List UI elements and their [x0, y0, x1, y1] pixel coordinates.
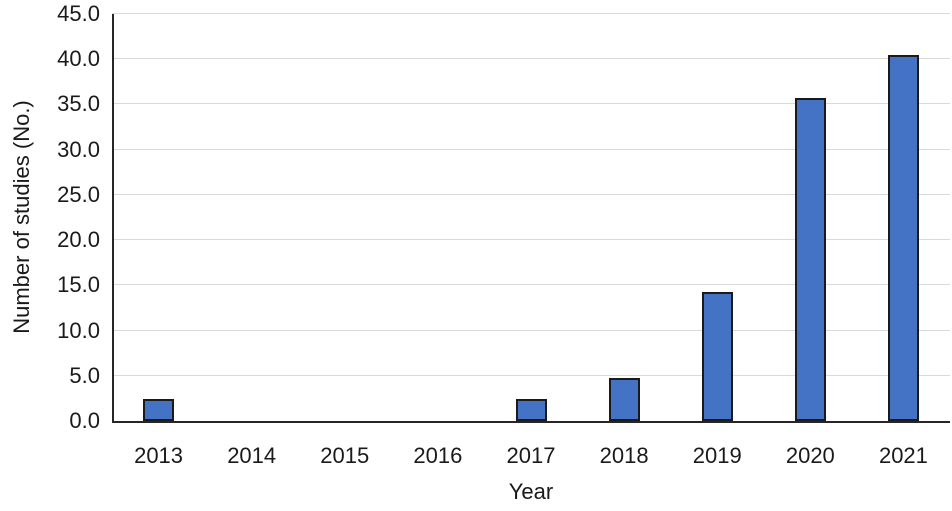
bar-2019 [701, 291, 733, 421]
bar-2021 [887, 54, 919, 421]
bar-2020 [794, 98, 826, 421]
y-tick-label-20.0: 20.0 [57, 227, 100, 253]
gridline-y-15.0 [112, 284, 950, 286]
x-axis-line [112, 421, 950, 423]
gridline-y-40.0 [112, 58, 950, 60]
y-tick-label-30.0: 30.0 [57, 136, 100, 162]
x-tick-label-2019: 2019 [692, 443, 742, 468]
bar-2017 [515, 399, 547, 421]
y-tick-label-5.0: 5.0 [69, 362, 100, 388]
gridline-y-25.0 [112, 193, 950, 195]
y-tick-label-25.0: 25.0 [57, 181, 100, 207]
gridline-y-35.0 [112, 103, 950, 105]
gridline-y-10.0 [112, 329, 950, 331]
y-tick-label-15.0: 15.0 [57, 272, 100, 298]
gridline-y-30.0 [112, 148, 950, 150]
x-tick-label-2021: 2021 [878, 443, 928, 468]
y-tick-label-0.0: 0.0 [69, 408, 100, 433]
y-tick-label-35.0: 35.0 [57, 91, 100, 117]
y-tick-label-10.0: 10.0 [57, 317, 100, 343]
y-tick-label-45.0: 45.0 [57, 1, 100, 26]
x-tick-label-2020: 2020 [785, 443, 835, 468]
y-tick-label-40.0: 40.0 [57, 46, 100, 72]
x-axis-title: Year [508, 479, 554, 504]
x-tick-label-2016: 2016 [413, 443, 463, 468]
x-tick-label-2015: 2015 [320, 443, 370, 468]
plot-area [112, 13, 950, 423]
x-tick-label-2018: 2018 [599, 443, 649, 468]
bar-2013 [143, 399, 175, 421]
gridline-y-20.0 [112, 239, 950, 241]
bar-2018 [608, 377, 640, 421]
x-tick-label-2013: 2013 [134, 443, 184, 468]
x-tick-label-2014: 2014 [227, 443, 277, 468]
gridline-y-5.0 [112, 374, 950, 376]
x-tick-label-2017: 2017 [506, 443, 556, 468]
gridline-y-45.0 [112, 13, 950, 14]
y-axis-line [112, 14, 114, 421]
